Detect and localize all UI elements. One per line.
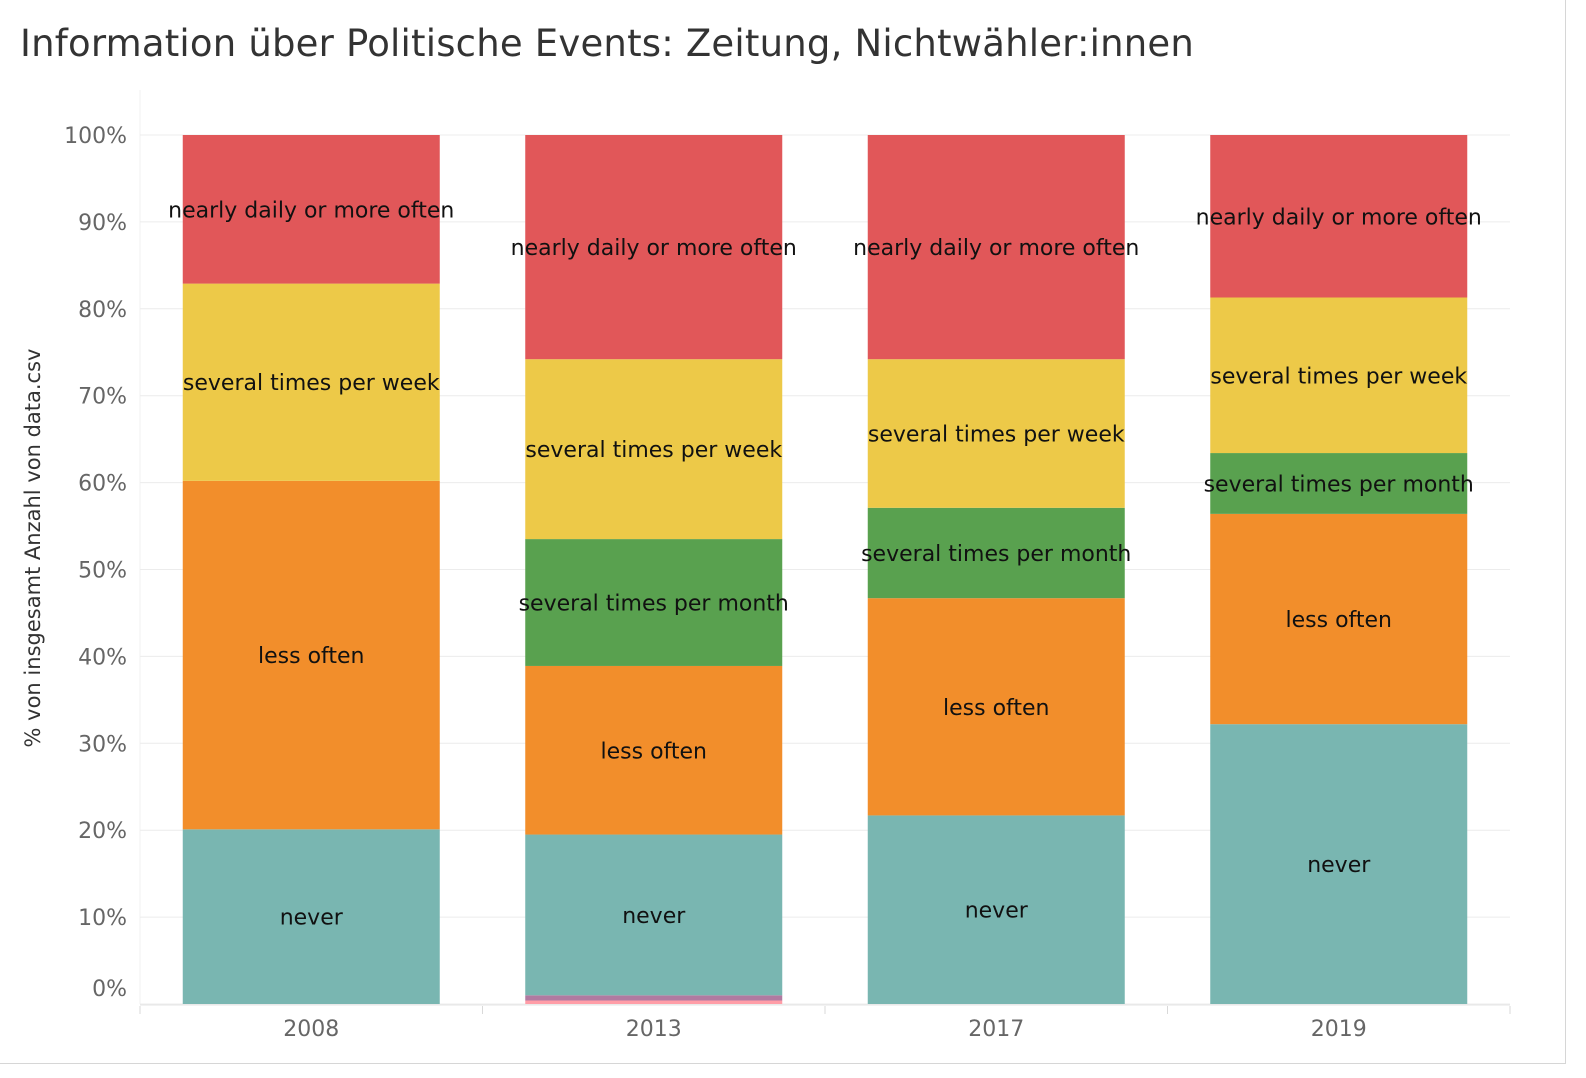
segment-label: never <box>965 899 1029 924</box>
bar-segment-2019-3 <box>1210 513 1468 725</box>
bar-segment-2013-3 <box>525 665 783 835</box>
x-tick-label: 2017 <box>968 1017 1024 1042</box>
y-tick-label: 20% <box>78 819 127 844</box>
segment-label: nearly daily or more often <box>853 236 1139 261</box>
y-tick-label: 70% <box>78 385 127 410</box>
bar-segment-2013-2 <box>525 834 783 996</box>
y-tick-label: 80% <box>78 298 127 323</box>
y-axis-title: % von insgesamt Anzahl von data.csv <box>21 349 45 748</box>
bar-segment-2013-0 <box>525 1000 783 1004</box>
bar-segment-2017-5 <box>867 359 1125 508</box>
bar-segment-2019-5 <box>1210 297 1468 454</box>
segment-label: nearly daily or more often <box>168 198 454 223</box>
bar-segment-2017-2 <box>867 815 1125 1004</box>
y-tick-label: 40% <box>78 645 127 670</box>
bar-segment-2008-5 <box>182 283 440 481</box>
bar-segment-2019-6 <box>1210 135 1468 298</box>
bar-segment-2008-6 <box>182 135 440 284</box>
bar-segment-2017-3 <box>867 598 1125 816</box>
y-axis-ticks: 0% 10% 20% 30% 40% 50% 60% 70% 80% 90% 100% <box>64 124 127 1002</box>
y-tick-label: 100% <box>64 124 127 149</box>
segment-label: never <box>622 904 686 929</box>
bar-segment-2019-2 <box>1210 724 1468 1004</box>
y-tick-label: 50% <box>78 559 127 584</box>
segment-label: several times per week <box>1210 364 1467 389</box>
stacked-bar-chart: 0% 10% 20% 30% 40% 50% 60% 70% 80% 90% 100% never l… <box>21 90 1511 1042</box>
y-tick-label: 30% <box>78 732 127 757</box>
bars <box>182 135 1468 1004</box>
segment-label: several times per month <box>1204 472 1474 497</box>
segment-label: less often <box>1286 608 1393 633</box>
segment-labels: never less often several times per week nea… <box>168 198 1482 930</box>
chart-frame <box>0 0 1566 1064</box>
bar-segment-2008-2 <box>182 829 440 1004</box>
y-tick-label: 10% <box>78 906 127 931</box>
x-axis: 2008 2013 2017 2019 <box>139 1004 1511 1042</box>
bar-segment-2019-4 <box>1210 453 1468 514</box>
segment-label: nearly daily or more often <box>511 236 797 261</box>
segment-label: several times per week <box>868 423 1125 448</box>
y-tick-label: 0% <box>92 977 127 1002</box>
bar-segment-2013-6 <box>525 135 783 360</box>
x-tick-label: 2013 <box>626 1017 682 1042</box>
bar-segment-2017-4 <box>867 507 1125 599</box>
bar-segment-2008-3 <box>182 480 440 830</box>
segment-label: less often <box>601 739 708 764</box>
segment-label: several times per week <box>525 438 782 463</box>
bar-segment-2013-5 <box>525 359 783 540</box>
bar-segment-2013-4 <box>525 539 783 666</box>
segment-label: several times per week <box>183 371 440 396</box>
segment-label: never <box>1307 853 1371 878</box>
bar-segment-2017-6 <box>867 135 1125 360</box>
segment-label: less often <box>943 696 1050 721</box>
bar-segment-2013-1 <box>525 995 783 1001</box>
x-tick-label: 2019 <box>1311 1017 1367 1042</box>
segment-label: several times per month <box>861 542 1131 567</box>
y-tick-label: 90% <box>78 211 127 236</box>
y-tick-label: 60% <box>78 472 127 497</box>
segment-label: several times per month <box>519 592 789 617</box>
segment-label: nearly daily or more often <box>1196 205 1482 230</box>
chart-title: Information über Politische Events: Zeit… <box>20 22 1194 65</box>
segment-label: less often <box>258 644 365 669</box>
x-tick-label: 2008 <box>283 1017 339 1042</box>
segment-label: never <box>280 906 344 931</box>
